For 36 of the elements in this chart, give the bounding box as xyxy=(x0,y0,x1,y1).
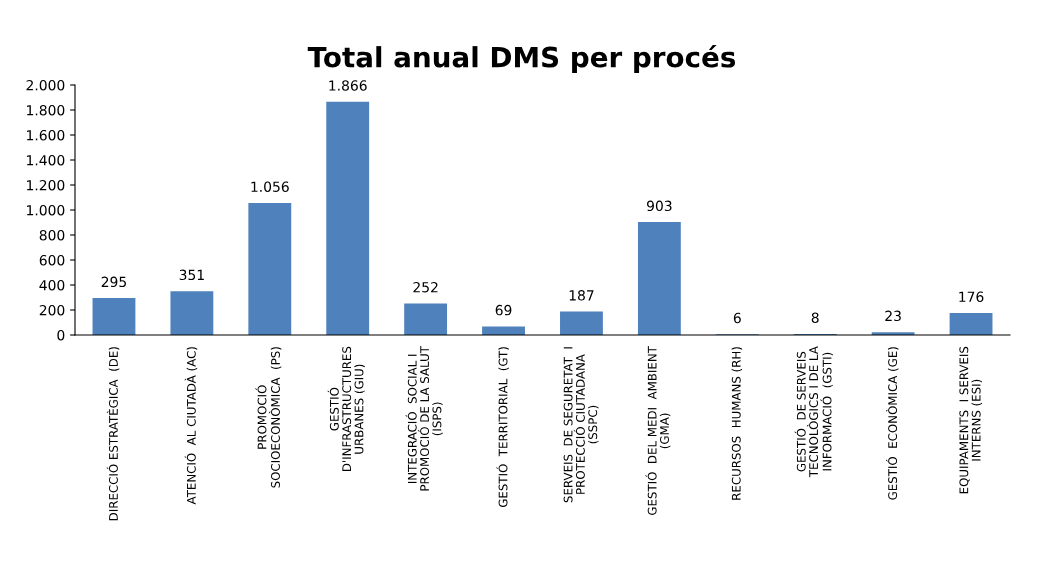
data-label: 1.866 xyxy=(329,80,367,91)
x-tick-label: SERVEIS DE SEGURETAT I PROTECCIÓ CIUTADANA (SSPC) xyxy=(563,347,599,503)
data-label: 8 xyxy=(811,312,819,323)
data-label: 6 xyxy=(733,312,741,324)
x-tick-label: EQUIPAMENTS I SERVEIS INTERNS (ESI) xyxy=(959,346,983,494)
chart-title: Total anual DMS per procés xyxy=(307,45,736,73)
data-label: 351 xyxy=(179,269,204,281)
x-tick-label: INTEGRACIÓ SOCIAL I PROMOCIÓ DE LA SALUT (ISPS) xyxy=(405,346,443,491)
y-tick-label: 400 xyxy=(39,279,65,291)
x-tick-label: GESTIÓ DE SERVEIS TECNOLÒGICS I DE LA INFORMACIÓ (GSTI) xyxy=(794,346,833,478)
y-tick-label: 600 xyxy=(39,254,65,266)
y-tick-label: 1.000 xyxy=(27,204,65,216)
y-tick-label: 800 xyxy=(39,229,65,241)
data-label: 69 xyxy=(495,304,512,316)
y-tick-label: 1.600 xyxy=(27,129,65,141)
x-tick-label: PROMOCIÓ SOCIOECONÒMICA (PS) xyxy=(255,347,282,488)
data-label: 176 xyxy=(959,291,984,302)
x-tick-label: DIRECCIÓ ESTRATÈGICA (DE) xyxy=(106,347,120,521)
y-tick-label: 2.000 xyxy=(26,79,65,91)
y-tick-label: 1.800 xyxy=(27,104,65,116)
y-tick-label: 200 xyxy=(39,304,65,316)
x-tick-label: RECURSOS HUMANS (RH) xyxy=(731,347,743,500)
data-label: 187 xyxy=(569,290,594,301)
x-tick-label: GESTIÓ ECONÒMICA (GE) xyxy=(885,347,899,500)
data-label: 252 xyxy=(413,281,438,293)
y-tick-label: 1.400 xyxy=(27,154,65,166)
data-label: 1.056 xyxy=(251,181,289,192)
y-tick-label: 1.200 xyxy=(27,179,65,191)
y-tick-label: 0 xyxy=(57,329,65,341)
data-label: 295 xyxy=(101,276,126,288)
x-tick-label: ATENCIÓ AL CIUTADÀ (AC) xyxy=(184,347,198,505)
data-label: 903 xyxy=(646,200,672,212)
x-tick-label: GESTIÓ DEL MEDI AMBIENT (GMA) xyxy=(645,346,671,515)
data-label: 23 xyxy=(885,310,901,322)
x-tick-label: GESTIÓ D'INFRASTRUCTURES URBANES (GIU) xyxy=(327,346,365,471)
x-tick-label: GESTIÓ TERRITORIAL (GT) xyxy=(496,347,509,508)
